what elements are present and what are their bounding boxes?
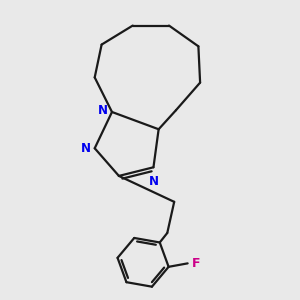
Text: N: N: [98, 104, 108, 117]
Text: N: N: [148, 175, 158, 188]
Text: N: N: [81, 142, 91, 155]
Text: F: F: [192, 257, 200, 270]
